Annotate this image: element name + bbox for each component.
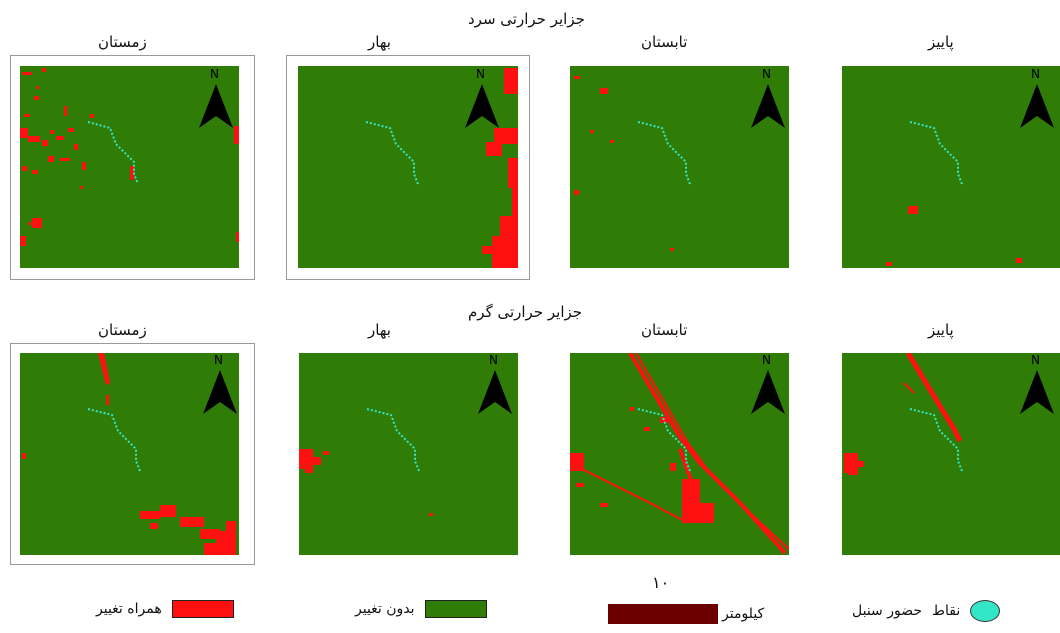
row-title-cold: جزایر حرارتی سرد (468, 10, 585, 28)
map-warm-summer (570, 353, 789, 555)
north-arrow-icon: N (749, 352, 787, 416)
scale-bar (608, 604, 718, 624)
north-arrow-icon: N (476, 352, 514, 416)
row-title-warm: جزایر حرارتی گرم (468, 303, 583, 321)
north-arrow-icon: N (1018, 66, 1056, 130)
map-warm-autumn (842, 353, 1060, 555)
legend-label-changed: همراه تغییر (96, 601, 162, 617)
legend-points: نقاط حضور سنبل (852, 600, 1001, 622)
svg-text:N: N (1031, 353, 1040, 367)
legend-label-points: نقاط (932, 603, 961, 619)
legend-swatch-unchanged (424, 600, 487, 618)
svg-text:N: N (214, 353, 223, 367)
svg-text:N: N (762, 67, 771, 81)
legend-swatch-points (970, 600, 1001, 622)
north-arrow-icon: N (463, 66, 501, 130)
season-label-spring-warm: بهار (368, 321, 391, 339)
svg-text:N: N (210, 67, 219, 81)
svg-text:N: N (476, 67, 485, 81)
map-warm-spring (299, 353, 518, 555)
season-label-summer-cold: تابستان (641, 33, 688, 51)
season-label-autumn-warm: پاییز (928, 321, 954, 339)
season-label-winter-warm: زمستان (98, 321, 147, 339)
scale-bar-value: ۱۰ (652, 573, 670, 592)
svg-text:N: N (1031, 67, 1040, 81)
legend-label-presence: حضور سنبل (852, 603, 923, 619)
map-cold-autumn (842, 66, 1060, 268)
map-warm-winter (20, 353, 239, 555)
season-label-autumn-cold: پاییز (928, 33, 954, 51)
svg-text:N: N (762, 353, 771, 367)
map-cold-summer (570, 66, 789, 268)
season-label-winter-cold: زمستان (98, 33, 147, 51)
map-cold-winter (20, 66, 239, 268)
legend-swatch-changed (171, 600, 234, 618)
north-arrow-icon: N (201, 352, 239, 416)
svg-text:N: N (489, 353, 498, 367)
legend-unchanged: بدون تغییر (355, 600, 487, 618)
legend-label-unchanged: بدون تغییر (355, 601, 415, 617)
season-label-spring-cold: بهار (368, 33, 391, 51)
scale-bar-unit: کیلومتر (722, 606, 765, 622)
north-arrow-icon: N (1018, 352, 1056, 416)
north-arrow-icon: N (197, 66, 235, 130)
legend-changed: همراه تغییر (96, 600, 234, 618)
season-label-summer-warm: تابستان (641, 321, 688, 339)
north-arrow-icon: N (749, 66, 787, 130)
